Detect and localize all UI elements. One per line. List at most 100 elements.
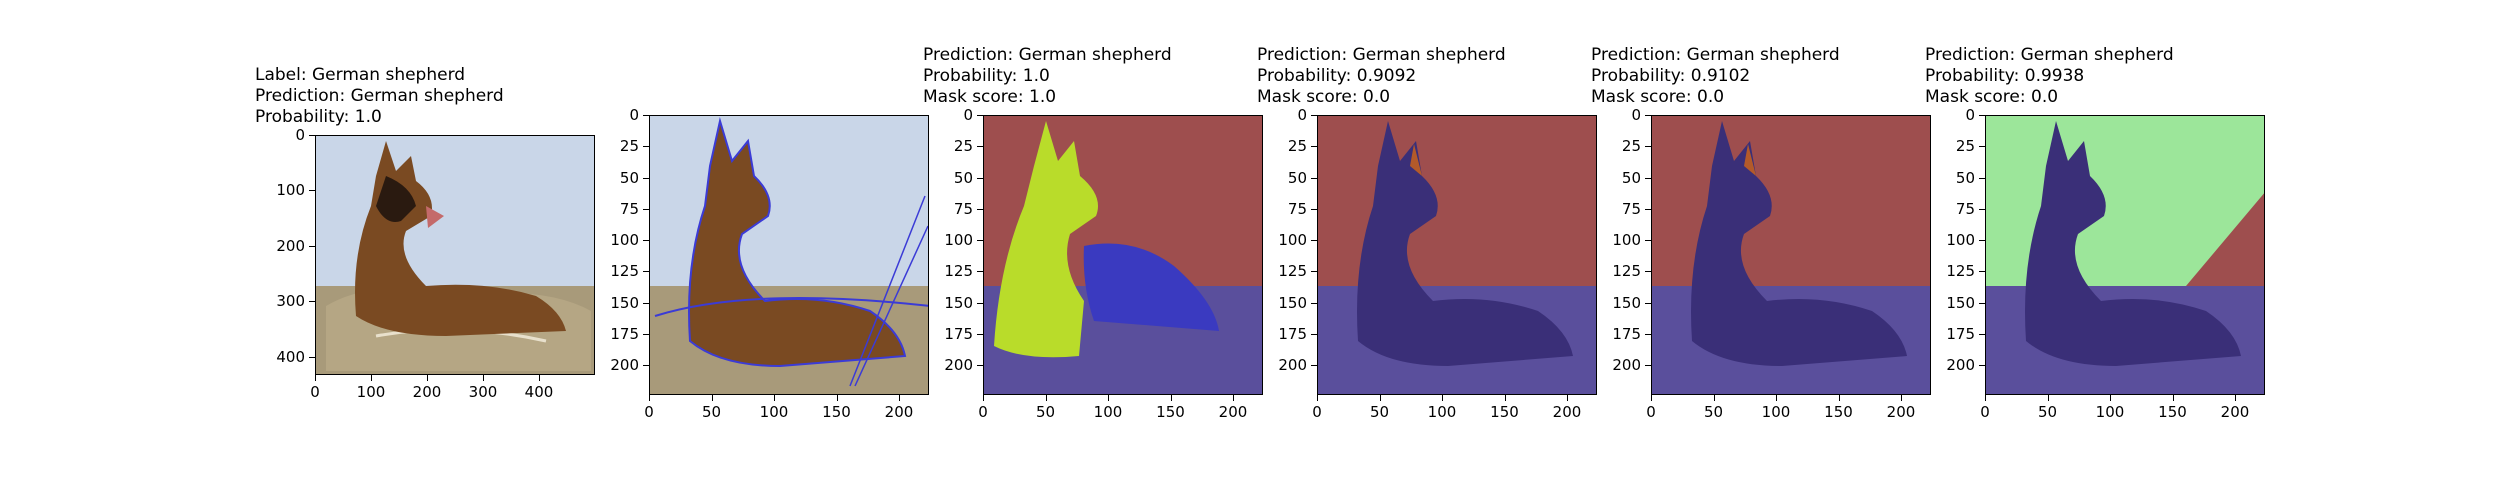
xtick: 150 [822,403,851,421]
ytick: 100 [944,231,973,249]
xtick: 150 [2158,403,2187,421]
ytick: 125 [1612,262,1641,281]
mask-overlay-image [1986,116,2264,394]
ytick: 200 [1946,356,1975,374]
xtick: 0 [1980,403,1990,421]
ytick: 200 [1612,356,1641,374]
image-plot [1985,115,2265,395]
xtick: 150 [1156,403,1185,421]
ytick: 150 [1278,293,1307,312]
xtick: 300 [468,383,498,401]
mask-overlay-image [1652,116,1930,394]
ytick: 150 [1946,293,1975,312]
mask-overlay-image [1318,116,1596,394]
xtick: 0 [310,383,320,401]
ytick: 50 [619,168,639,187]
xtick: 50 [2037,403,2058,421]
xtick: 100 [356,383,386,401]
xtick: 150 [1824,403,1853,421]
ytick: 0 [963,106,973,124]
ytick: 25 [953,137,973,156]
ytick: 25 [1287,137,1307,156]
title-line-prediction: Prediction: German shepherd [1925,45,2174,65]
xtick: 100 [1427,403,1457,421]
ytick: 75 [619,199,639,218]
title-line-prediction: Prediction: German shepherd [255,86,504,106]
ytick: 75 [1287,199,1307,218]
image-plot [983,115,1263,395]
ytick: 125 [1946,262,1975,281]
image-plot [1651,115,1931,395]
ytick: 75 [1955,199,1975,218]
panel-title: Prediction: German shepherd Probability:… [1257,45,1506,109]
ytick: 200 [276,237,305,255]
xtick: 200 [1886,403,1916,421]
xtick: 0 [644,403,654,421]
title-line-mask-score: Mask score: 0.0 [1925,87,2059,107]
ytick: 25 [1621,137,1641,156]
ytick: 0 [1297,106,1307,124]
ytick: 50 [953,168,973,187]
ytick: 0 [1965,106,1975,124]
title-line-probability: Probability: 0.9102 [1591,66,1751,86]
title-line-probability: Probability: 0.9938 [1925,66,2085,86]
xtick: 0 [1646,403,1656,421]
image-plot [315,135,595,375]
ytick: 400 [276,348,305,366]
ytick: 25 [619,137,639,156]
dog-contour-image [650,116,928,394]
ytick: 100 [1612,231,1641,249]
dog-image [316,136,594,374]
ytick: 0 [295,126,305,144]
ytick: 200 [944,356,973,374]
xtick: 0 [1312,403,1322,421]
ytick: 175 [1278,324,1307,343]
title-line-prediction: Prediction: German shepherd [1257,45,1506,65]
ytick: 150 [1612,293,1641,312]
title-line-probability: Probability: 0.9092 [1257,66,1417,86]
xtick: 50 [1369,403,1390,421]
ytick: 100 [276,181,305,199]
ytick: 200 [1278,356,1307,374]
xtick: 50 [701,403,722,421]
ytick: 150 [944,293,973,312]
xtick: 100 [2095,403,2125,421]
ytick: 125 [944,262,973,281]
title-line-label: Label: German shepherd [255,65,466,85]
xtick: 100 [1761,403,1791,421]
image-plot [649,115,929,395]
panel-title: Label: German shepherd Prediction: Germa… [255,65,504,129]
title-line-prediction: Prediction: German shepherd [923,45,1172,65]
ytick: 125 [610,262,639,281]
ytick: 300 [276,292,305,310]
xtick: 400 [524,383,554,401]
xtick: 200 [1552,403,1582,421]
xtick: 200 [884,403,914,421]
ytick: 100 [610,231,639,249]
xtick: 50 [1035,403,1056,421]
ytick: 50 [1621,168,1641,187]
ytick: 100 [1946,231,1975,249]
panel-title: Prediction: German shepherd Probability:… [1925,45,2174,109]
title-line-mask-score: Mask score: 0.0 [1591,87,1725,107]
mask-overlay-image [984,116,1262,394]
xtick: 200 [1218,403,1248,421]
ytick: 150 [610,293,639,312]
ytick: 50 [1955,168,1975,187]
xtick: 100 [759,403,789,421]
ytick: 75 [953,199,973,218]
title-line-mask-score: Mask score: 0.0 [1257,87,1391,107]
title-line-mask-score: Mask score: 1.0 [923,87,1057,107]
ytick: 125 [1278,262,1307,281]
image-plot [1317,115,1597,395]
ytick: 175 [1612,324,1641,343]
xtick: 50 [1703,403,1724,421]
title-line-probability: Probability: 1.0 [255,107,382,127]
xtick: 200 [412,383,442,401]
xtick: 0 [978,403,988,421]
title-line-probability: Probability: 1.0 [923,66,1050,86]
ytick: 0 [1631,106,1641,124]
ytick: 175 [1946,324,1975,343]
xtick: 150 [1490,403,1519,421]
ytick: 175 [610,324,639,343]
